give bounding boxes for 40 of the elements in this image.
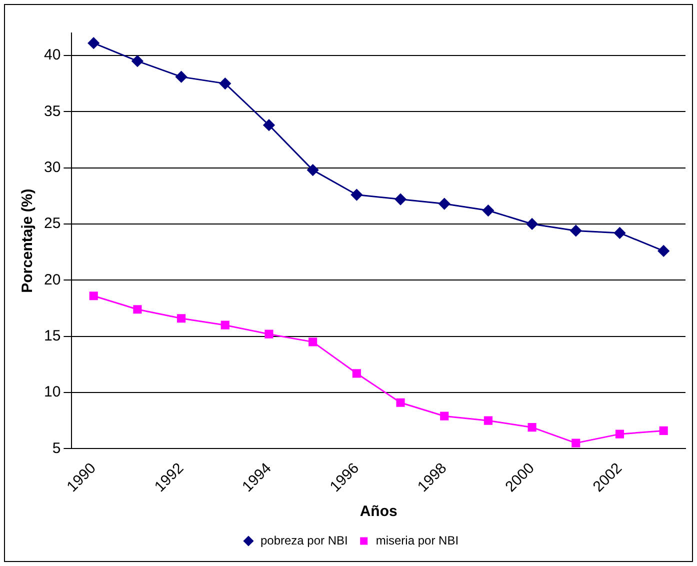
y-tick-label: 15 <box>44 327 61 344</box>
point <box>438 198 450 210</box>
y-tick-label: 10 <box>44 384 61 401</box>
y-tick-label: 40 <box>44 46 61 64</box>
point <box>394 194 406 206</box>
legend-label: pobreza por NBI <box>260 533 348 548</box>
point <box>482 204 494 216</box>
legend-label: miseria por NBI <box>376 533 459 548</box>
point <box>220 320 230 330</box>
x-axis-title: Años <box>360 503 398 520</box>
y-tick-label: 20 <box>44 271 61 288</box>
point <box>308 338 318 346</box>
point <box>658 245 670 257</box>
point <box>307 164 319 176</box>
point <box>484 416 492 425</box>
point <box>526 218 538 230</box>
y-axis-title: Porcentaje (%) <box>19 188 36 293</box>
point <box>659 426 668 435</box>
point <box>396 398 405 407</box>
point <box>615 430 624 438</box>
y-tick-label: 35 <box>44 102 61 120</box>
point <box>219 78 231 90</box>
point <box>352 369 361 378</box>
point <box>177 314 186 323</box>
point <box>88 37 100 49</box>
point <box>440 412 449 420</box>
point <box>572 438 580 448</box>
point <box>263 119 275 131</box>
point <box>350 189 362 201</box>
point <box>133 305 142 314</box>
y-tick-label: 5 <box>52 440 61 457</box>
y-tick-label: 25 <box>44 215 61 232</box>
point <box>264 330 274 338</box>
point <box>89 292 98 300</box>
point <box>570 224 582 236</box>
y-tick-label: 30 <box>44 158 61 176</box>
point <box>132 55 144 67</box>
point <box>176 71 188 83</box>
point <box>528 423 536 432</box>
point <box>614 227 626 239</box>
